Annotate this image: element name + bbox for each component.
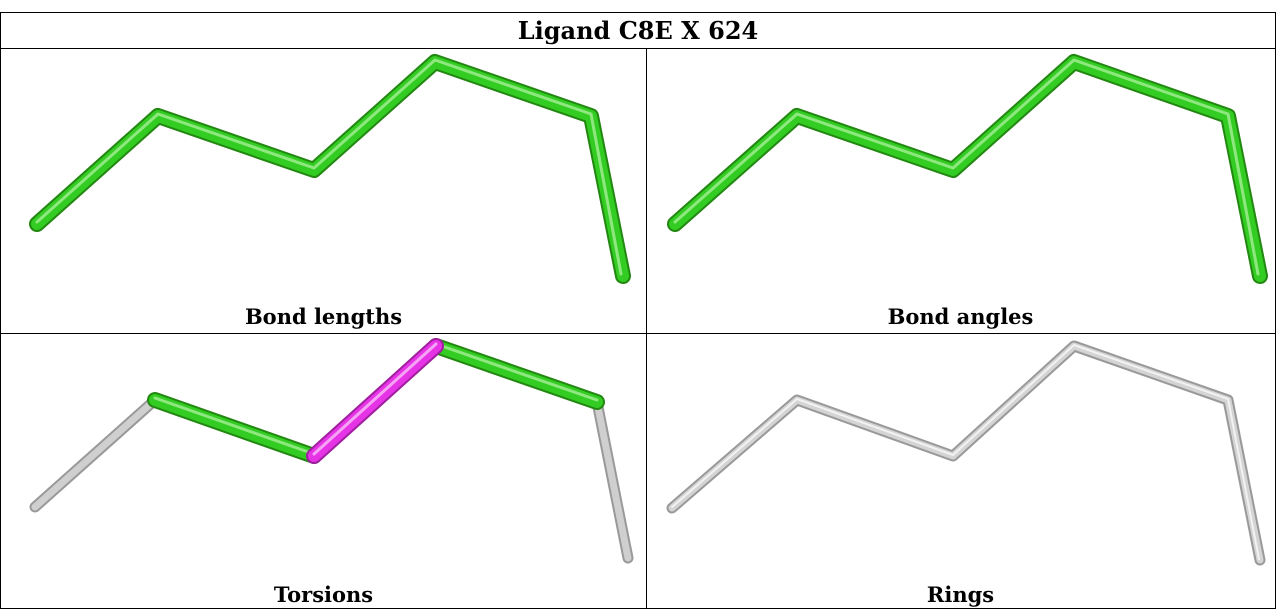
- ligand-title: Ligand C8E X 624: [517, 16, 759, 45]
- caption-bond-lengths: Bond lengths: [244, 304, 403, 329]
- bond-lengths-molecule: [29, 54, 631, 284]
- torsions-molecule: [29, 338, 634, 564]
- rings-molecule: [666, 340, 1266, 566]
- caption-rings: Rings: [926, 582, 995, 607]
- caption-torsions: Torsions: [273, 582, 374, 607]
- caption-bond-angles: Bond angles: [887, 304, 1034, 329]
- bond-angles-molecule: [667, 54, 1268, 284]
